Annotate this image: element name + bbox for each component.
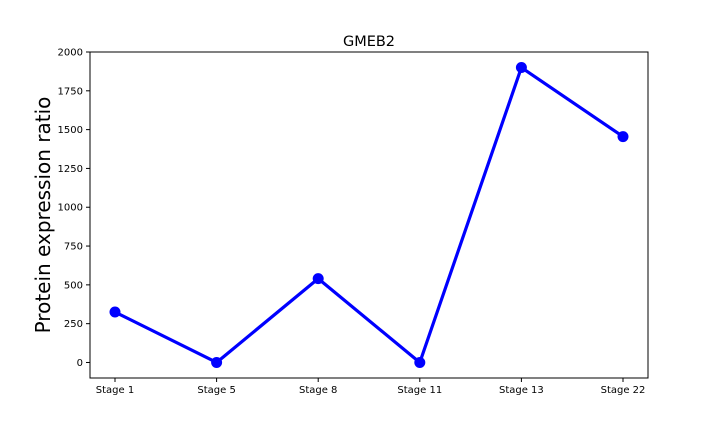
plot-frame (89, 51, 649, 379)
y-axis-label: Protein expression ratio (31, 97, 55, 334)
y-tick-label: 750 (64, 242, 83, 253)
x-tick-label: Stage 22 (601, 385, 646, 396)
x-tick-label: Stage 11 (397, 385, 442, 396)
data-point (617, 131, 629, 143)
chart-title: GMEB2 (343, 34, 395, 50)
data-point (414, 356, 426, 368)
y-tick-label: 1250 (58, 164, 83, 175)
y-tick-label: 500 (64, 280, 83, 291)
x-tick-label: Stage 1 (96, 385, 134, 396)
data-point (109, 306, 121, 318)
x-tick-label: Stage 13 (499, 385, 544, 396)
x-tick-label: Stage 8 (299, 385, 337, 396)
series-line (113, 65, 625, 365)
y-tick-label: 250 (64, 319, 83, 330)
y-tick-label: 2000 (58, 48, 83, 59)
y-tick-label: 1750 (58, 86, 83, 97)
data-point (211, 356, 223, 368)
x-tick-label: Stage 5 (197, 385, 235, 396)
y-tick-label: 0 (77, 358, 83, 369)
y-tick-label: 1000 (58, 203, 83, 214)
plot-area: 0 250 500 750 1000 1250 1500 1750 2000 Stage 1 Sta… (58, 48, 649, 396)
y-tick-label: 1500 (58, 125, 83, 136)
data-point (312, 273, 324, 285)
data-point (515, 62, 527, 74)
